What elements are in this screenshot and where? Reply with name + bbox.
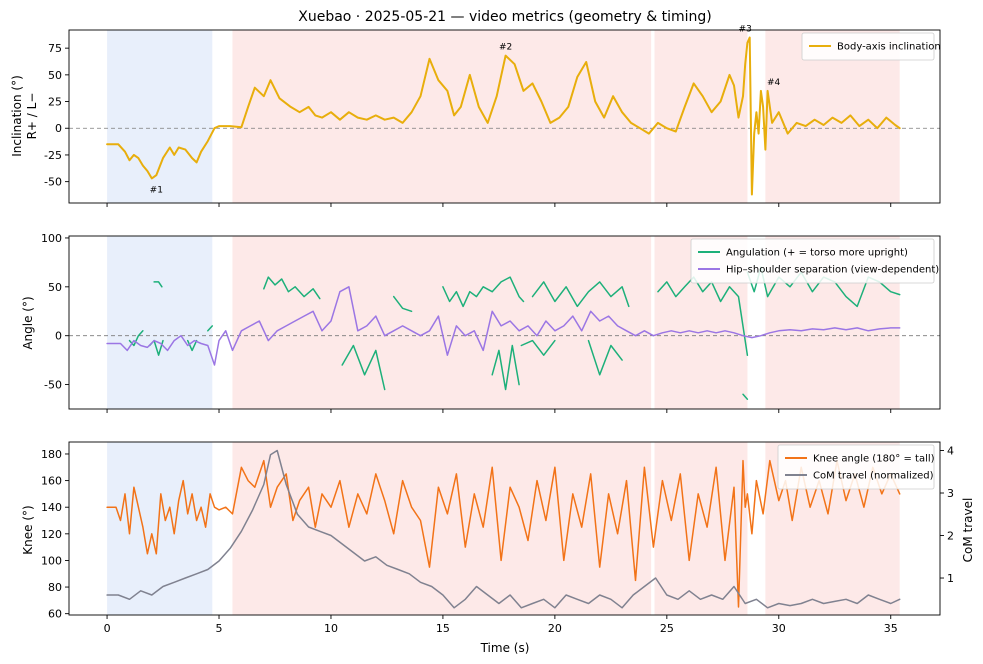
phase-region: [232, 236, 652, 409]
inclination-ylabel-line1: Inclination (°): [10, 75, 24, 157]
y-tick-label: 160: [41, 475, 62, 488]
y-tick-label: 100: [41, 554, 62, 567]
phase-region: [232, 442, 652, 615]
series-line-segment: [106, 36, 901, 196]
angle-legend: Angulation (+ = torso more upright) Hip–s…: [690, 238, 939, 284]
inclination-series: [106, 36, 901, 196]
phase-region: [654, 30, 748, 203]
series-line-segment: [657, 276, 749, 356]
x-tick-label: 20: [548, 622, 562, 635]
y-tick-label: 80: [48, 581, 62, 594]
series-line-segment: [153, 281, 163, 288]
annotation-label: #4: [767, 78, 781, 88]
series-line-segment: [263, 276, 321, 300]
y-tick-label: 120: [41, 528, 62, 541]
x-tick-label: 35: [884, 622, 898, 635]
y-tick-label: 100: [41, 232, 62, 245]
figure-title: Xuebao · 2025-05-21 — video metrics (geo…: [298, 9, 712, 25]
phase-region: [232, 30, 652, 203]
x-tick-label: 5: [216, 622, 223, 635]
phase-region: [107, 236, 213, 409]
legend-box: [801, 32, 935, 61]
angle-axes: -50 0 50 100: [41, 232, 941, 413]
knee-axes: 0 5 10 15 20 25 30 35 60 80 100 120 140 160 180 1 2 3 4: [41, 441, 954, 635]
y-tick-label: 180: [41, 448, 62, 461]
annotation-label: #1: [150, 185, 163, 195]
inclination-axes: -50 -25 0 25 50 75: [44, 29, 941, 207]
legend-entry: Body-axis inclination: [837, 42, 941, 53]
series-line-segment: [531, 281, 630, 308]
legend-box: [690, 238, 935, 284]
y-tick-label: 0: [55, 122, 62, 135]
legend-entry: CoM travel (normalized): [813, 471, 934, 482]
knee-panel: 0 5 10 15 20 25 30 35 60 80 100 120 140 160 180 1 2 3 4 Kn…: [21, 441, 975, 635]
series-line-segment: [587, 339, 623, 376]
y-tick-label: -50: [44, 379, 62, 392]
x-axis-label: Time (s): [480, 641, 530, 655]
annotation-label: #2: [499, 43, 512, 53]
y2-tick-label: 2: [947, 530, 954, 543]
phase-region: [107, 30, 213, 203]
y-tick-label: 25: [48, 96, 62, 109]
legend-entry: Knee angle (180° = tall): [813, 454, 935, 465]
series-line-segment: [742, 393, 749, 400]
phase-region: [654, 442, 748, 615]
knee-com-series: [106, 449, 901, 609]
knee-ylabel: Knee (°): [21, 505, 35, 554]
plot-frame: [68, 29, 941, 204]
series-line-segment: [442, 276, 525, 308]
series-1: [106, 36, 901, 196]
inclination-ylabel-line2: R+ / L−: [25, 93, 39, 140]
y2-tick-label: 3: [947, 487, 954, 500]
series-line-segment: [491, 344, 520, 391]
legend-box: [777, 444, 935, 490]
series-line-segment: [106, 286, 901, 366]
legend-entry: Hip–shoulder separation (view-dependent): [726, 265, 939, 276]
series-line-segment: [207, 325, 214, 332]
com-ylabel: CoM travel: [961, 498, 975, 563]
y-tick-label: -50: [44, 176, 62, 189]
y2-tick-label: 4: [947, 445, 954, 458]
inclination-legend: Body-axis inclination: [801, 32, 941, 61]
y-tick-label: 140: [41, 501, 62, 514]
y-tick-label: 50: [48, 281, 62, 294]
x-tick-label: 25: [660, 622, 674, 635]
peak-annotations: #1 #2 #3 #4: [150, 24, 781, 195]
series-line-segment: [392, 295, 413, 313]
series-1: [106, 459, 901, 608]
angle-ylabel: Angle (°): [21, 296, 35, 349]
series-line-segment: [520, 339, 556, 356]
y-tick-label: 50: [48, 69, 62, 82]
y-tick-label: -25: [44, 149, 62, 162]
y-tick-label: 0: [55, 330, 62, 343]
series-line-segment: [106, 459, 901, 608]
x-tick-label: 0: [104, 622, 111, 635]
series-2: [106, 286, 901, 366]
y-tick-label: 60: [48, 608, 62, 621]
y-tick-label: 75: [48, 42, 62, 55]
legend-entry: Angulation (+ = torso more upright): [726, 248, 908, 259]
knee-legend: Knee angle (180° = tall) CoM travel (norm…: [777, 444, 935, 490]
series-line-segment: [106, 449, 901, 609]
phase-region: [107, 442, 213, 615]
series-line-segment: [341, 344, 386, 391]
angle-panel: -50 0 50 100 Angle (°) Angulation (+ = tors…: [21, 232, 941, 413]
plot-frame: [68, 235, 941, 410]
plot-frame: [68, 441, 941, 616]
annotation-label: #3: [739, 24, 752, 34]
series-2: [106, 449, 901, 609]
x-tick-label: 30: [772, 622, 786, 635]
inclination-panel: #1 #2 #3 #4 -50 -25 0 25 50 75 Inclination (°) R…: [10, 24, 941, 207]
x-tick-label: 10: [324, 622, 338, 635]
y2-tick-label: 1: [947, 572, 954, 585]
x-tick-label: 15: [436, 622, 450, 635]
phase-shading: [107, 236, 900, 409]
